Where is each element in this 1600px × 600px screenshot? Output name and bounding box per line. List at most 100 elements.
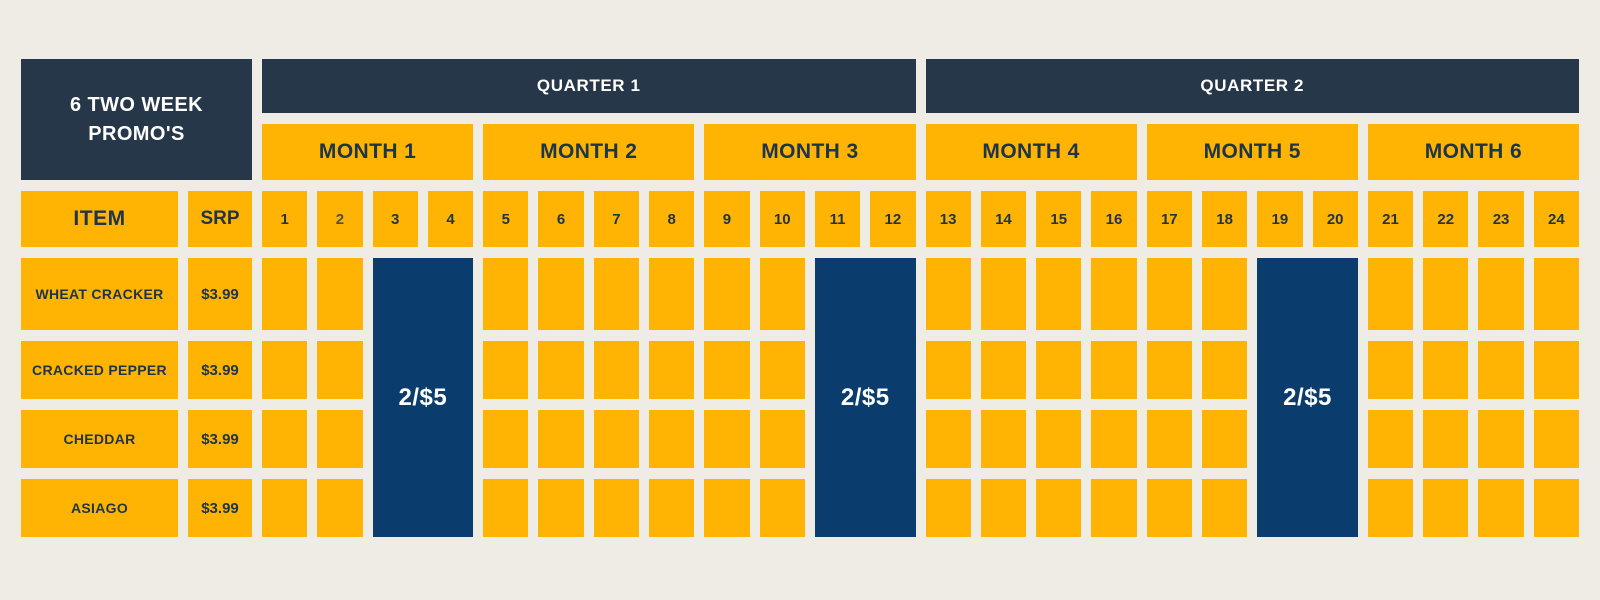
week-cell xyxy=(1091,479,1137,537)
week-cell xyxy=(980,258,1027,330)
week-cell xyxy=(649,410,695,468)
week-cell xyxy=(1146,479,1192,537)
week-cell xyxy=(704,479,750,537)
week-number-10: 10 xyxy=(759,191,805,247)
week-cell xyxy=(759,479,805,537)
week-cell xyxy=(593,410,640,468)
week-cell xyxy=(759,410,805,468)
item-srp-cell: $3.99 xyxy=(188,258,252,330)
item-column-header: ITEM xyxy=(21,191,178,247)
week-number-17: 17 xyxy=(1146,191,1192,247)
week-cell xyxy=(925,341,971,399)
week-cell xyxy=(1201,479,1248,537)
item-name-cell: ASIAGO xyxy=(21,479,178,537)
month-header-5: MONTH 5 xyxy=(1146,124,1358,180)
week-cell xyxy=(317,341,363,399)
week-cell xyxy=(1201,341,1248,399)
month-header-2: MONTH 2 xyxy=(483,124,695,180)
item-srp-cell: $3.99 xyxy=(188,341,252,399)
week-number-18: 18 xyxy=(1201,191,1248,247)
week-cell xyxy=(704,258,750,330)
week-number-2: 2 xyxy=(317,191,363,247)
promo-count-title: 6 TWO WEEK PROMO'S xyxy=(70,93,203,145)
week-number-11: 11 xyxy=(814,191,861,247)
week-cell xyxy=(759,258,805,330)
week-cell xyxy=(1036,341,1082,399)
week-cell xyxy=(1146,341,1192,399)
week-number-24: 24 xyxy=(1533,191,1579,247)
week-number-5: 5 xyxy=(483,191,529,247)
week-cell xyxy=(1367,410,1414,468)
week-number-15: 15 xyxy=(1036,191,1082,247)
week-cell xyxy=(759,341,805,399)
week-number-9: 9 xyxy=(704,191,750,247)
item-name-cell: CHEDDAR xyxy=(21,410,178,468)
week-number-4: 4 xyxy=(427,191,474,247)
week-cell xyxy=(1533,258,1579,330)
week-cell xyxy=(317,258,363,330)
week-cell xyxy=(1036,479,1082,537)
week-cell xyxy=(1201,258,1248,330)
week-cell xyxy=(704,410,750,468)
month-header-3: MONTH 3 xyxy=(704,124,916,180)
week-cell xyxy=(925,410,971,468)
week-cell xyxy=(1423,479,1469,537)
week-cell xyxy=(538,341,584,399)
item-srp-cell: $3.99 xyxy=(188,479,252,537)
week-cell xyxy=(980,479,1027,537)
week-cell xyxy=(317,479,363,537)
week-number-21: 21 xyxy=(1367,191,1414,247)
week-cell xyxy=(1423,410,1469,468)
item-name-cell: CRACKED PEPPER xyxy=(21,341,178,399)
week-cell xyxy=(317,410,363,468)
week-cell xyxy=(1036,410,1082,468)
week-cell xyxy=(1423,341,1469,399)
promo-block-1: 2/$5 xyxy=(372,258,474,537)
week-cell xyxy=(483,479,529,537)
week-cell xyxy=(262,479,308,537)
week-number-23: 23 xyxy=(1478,191,1524,247)
week-cell xyxy=(1146,258,1192,330)
week-cell xyxy=(538,258,584,330)
week-cell xyxy=(925,479,971,537)
week-number-8: 8 xyxy=(649,191,695,247)
week-cell xyxy=(538,479,584,537)
item-srp-cell: $3.99 xyxy=(188,410,252,468)
week-cell xyxy=(1533,410,1579,468)
week-cell xyxy=(925,258,971,330)
promo-block-3: 2/$5 xyxy=(1257,258,1358,537)
week-number-6: 6 xyxy=(538,191,584,247)
quarter-header-1: QUARTER 1 xyxy=(262,59,916,113)
srp-column-header: SRP xyxy=(188,191,252,247)
week-cell xyxy=(483,258,529,330)
week-cell xyxy=(483,410,529,468)
week-cell xyxy=(1367,341,1414,399)
week-cell xyxy=(1478,410,1524,468)
week-cell xyxy=(593,258,640,330)
week-number-3: 3 xyxy=(372,191,418,247)
quarter-header-2: QUARTER 2 xyxy=(925,59,1579,113)
week-cell xyxy=(1036,258,1082,330)
week-cell xyxy=(1478,479,1524,537)
week-cell xyxy=(593,479,640,537)
month-header-1: MONTH 1 xyxy=(262,124,474,180)
week-cell xyxy=(262,258,308,330)
week-cell xyxy=(704,341,750,399)
week-cell xyxy=(1533,479,1579,537)
week-cell xyxy=(262,341,308,399)
week-cell xyxy=(538,410,584,468)
week-cell xyxy=(1367,479,1414,537)
week-cell xyxy=(1478,341,1524,399)
promo-schedule-table: 6 TWO WEEK PROMO'S ITEM SRP QUARTER 1 QUA… xyxy=(21,59,1579,537)
week-cell xyxy=(262,410,308,468)
week-number-20: 20 xyxy=(1312,191,1358,247)
week-number-13: 13 xyxy=(925,191,971,247)
week-number-16: 16 xyxy=(1091,191,1137,247)
month-header-4: MONTH 4 xyxy=(925,124,1137,180)
month-header-6: MONTH 6 xyxy=(1367,124,1579,180)
week-number-14: 14 xyxy=(980,191,1027,247)
week-cell xyxy=(980,410,1027,468)
week-cell xyxy=(649,258,695,330)
week-cell xyxy=(1091,258,1137,330)
week-number-12: 12 xyxy=(870,191,916,247)
